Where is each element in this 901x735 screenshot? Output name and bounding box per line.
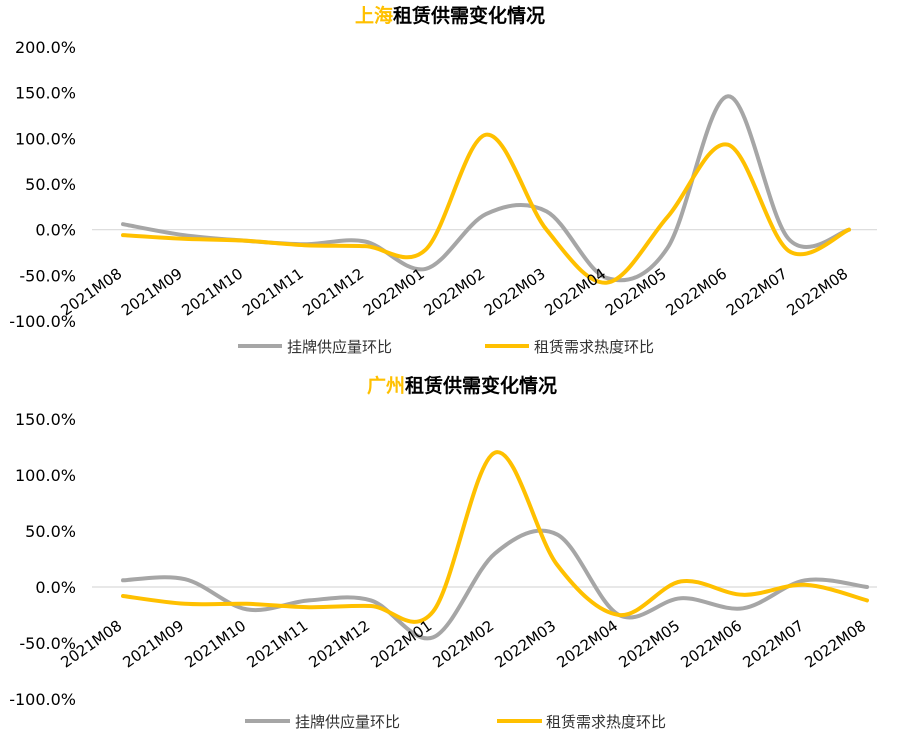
shanghai-series-lines [121,94,851,285]
category-label: 2021M10 [178,265,246,320]
category-label: 2021M11 [243,617,311,672]
category-label: 2022M02 [429,617,497,672]
guangzhou-chart-title: 广州租赁供需变化情况 [367,374,557,397]
category-label: 2021M12 [299,265,367,320]
y-tick-label: -50.0% [19,634,76,653]
category-label: 2022M05 [615,617,683,672]
shanghai-y-ticks: 200.0% 150.0% 100.0% 50.0% 0.0% -50.0% -100.0% [9,38,76,331]
guangzhou-title-highlight: 广州 [367,374,405,397]
legend-label-supply: 挂牌供应量环比 [287,338,392,356]
series-line-supply [121,94,851,283]
category-label: 2022M08 [783,265,851,320]
shanghai-title-highlight: 上海 [355,4,393,27]
y-tick-label: 100.0% [15,129,76,148]
y-tick-label: 150.0% [15,410,76,429]
category-label: 2022M03 [491,617,559,672]
category-label: 2021M09 [119,617,187,672]
y-tick-label: 50.0% [25,175,76,194]
y-tick-label: 150.0% [15,84,76,103]
category-label: 2022M02 [420,265,488,320]
shanghai-chart: 上海租赁供需变化情况 200.0% 150.0% 100.0% 50.0% 0.0% -5… [9,4,877,356]
shanghai-category-labels: 2021M082021M092021M102021M112021M122022M… [57,265,851,320]
guangzhou-chart: 广州租赁供需变化情况 150.0% 100.0% 50.0% 0.0% -50.0% -1… [9,374,877,731]
guangzhou-category-labels: 2021M082021M092021M102021M112021M122022M… [57,617,869,672]
guangzhou-y-ticks: 150.0% 100.0% 50.0% 0.0% -50.0% -100.0% [9,410,76,709]
category-label: 2022M08 [801,617,869,672]
shanghai-legend: 挂牌供应量环比 租赁需求热度环比 [238,338,654,356]
y-tick-label: -100.0% [9,312,76,331]
series-line-demand [121,132,851,285]
legend-label-demand: 租赁需求热度环比 [534,338,654,356]
category-label: 2021M09 [118,265,186,320]
y-tick-label: 200.0% [15,38,76,57]
guangzhou-series-lines [121,450,869,641]
category-label: 2022M04 [541,265,609,320]
category-label: 2022M06 [677,617,745,672]
category-label: 2021M11 [239,265,307,320]
y-tick-label: 50.0% [25,522,76,541]
category-label: 2021M12 [305,617,373,672]
category-label: 2022M01 [360,265,428,320]
legend-label-supply: 挂牌供应量环比 [295,713,400,731]
category-label: 2022M07 [723,265,791,320]
y-tick-label: 0.0% [35,578,76,597]
guangzhou-legend: 挂牌供应量环比 租赁需求热度环比 [245,713,666,731]
category-label: 2021M10 [181,617,249,672]
shanghai-title-rest: 租赁供需变化情况 [393,4,545,27]
guangzhou-title-rest: 租赁供需变化情况 [405,374,557,397]
category-label: 2022M03 [481,265,549,320]
y-tick-label: 100.0% [15,466,76,485]
y-tick-label: -100.0% [9,690,76,709]
category-label: 2022M07 [739,617,807,672]
y-tick-label: 0.0% [35,221,76,240]
category-label: 2022M04 [553,617,621,672]
y-tick-label: -50.0% [19,266,76,285]
category-label: 2022M05 [602,265,670,320]
series-line-demand [121,450,869,624]
shanghai-chart-title: 上海租赁供需变化情况 [355,4,545,27]
legend-label-demand: 租赁需求热度环比 [546,713,666,731]
category-label: 2022M06 [662,265,730,320]
